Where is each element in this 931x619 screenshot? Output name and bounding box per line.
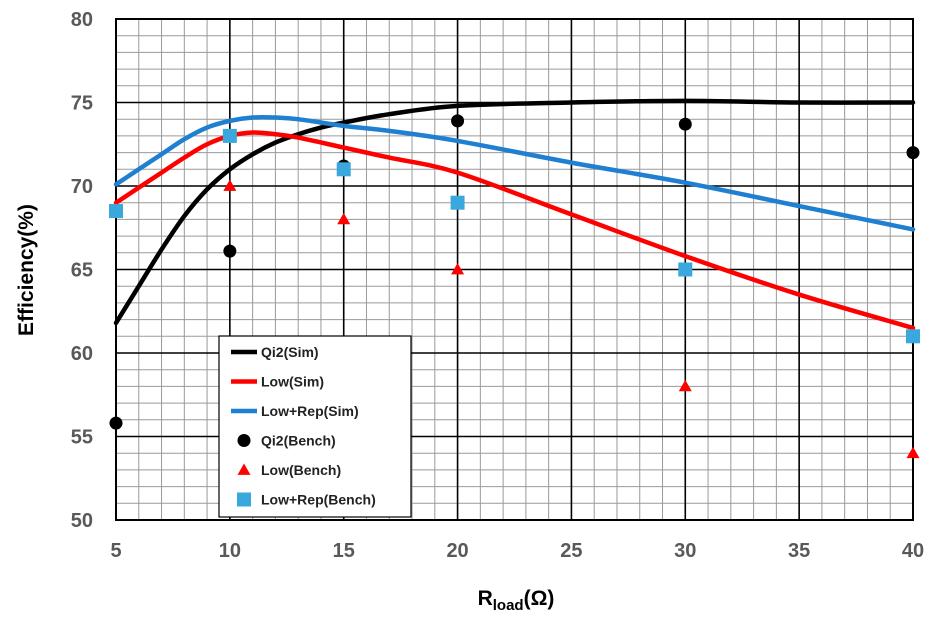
- data-point-qi2-bench: [906, 146, 920, 160]
- data-point-low-rep-bench: [222, 128, 237, 143]
- x-tick-label: 5: [110, 540, 121, 562]
- x-axis-label: Rload(Ω): [478, 587, 555, 614]
- y-tick-label: 55: [71, 427, 93, 449]
- series-line-low-rep-sim: [113, 114, 916, 232]
- y-tick-label: 50: [71, 510, 93, 532]
- x-tick-label: 35: [788, 540, 810, 562]
- legend-label: Qi2(Bench): [261, 433, 336, 449]
- data-point-qi2-bench: [109, 416, 123, 430]
- y-tick-label: 65: [71, 260, 93, 282]
- data-point-low-rep-bench: [678, 262, 693, 277]
- x-tick-labels: 5 10 15 20 25 30 35 40: [110, 540, 924, 562]
- x-tick-label: 15: [333, 540, 355, 562]
- legend: Qi2(Sim) Low(Sim) Low+Rep(Sim) Qi2(Bench) Lo…: [218, 335, 412, 518]
- data-point-low-bench: [678, 379, 692, 392]
- legend-label: Low+Rep(Bench): [261, 492, 376, 508]
- x-axis-label-unit: (Ω): [524, 587, 555, 610]
- y-tick-label: 60: [71, 343, 93, 365]
- legend-label: Low(Sim): [261, 374, 324, 390]
- data-point-qi2-bench: [451, 114, 465, 128]
- legend-label: Low+Rep(Sim): [261, 403, 359, 419]
- data-point-low-bench: [337, 212, 351, 225]
- data-point-qi2-bench: [678, 117, 692, 131]
- data-point-low-bench: [451, 263, 465, 275]
- x-tick-label: 40: [902, 540, 924, 562]
- y-tick-label: 75: [71, 93, 93, 115]
- x-axis-label-sub: load: [493, 597, 524, 614]
- series-line-low-sim: [113, 130, 916, 331]
- series-line-qi2-sim: [113, 98, 916, 326]
- legend-marker-low-rep-bench: [237, 492, 251, 507]
- x-tick-label: 25: [560, 540, 582, 562]
- legend-marker-qi2-bench: [237, 434, 251, 447]
- legend-label: Qi2(Sim): [261, 344, 319, 360]
- legend-label: Low(Bench): [261, 462, 341, 478]
- legend-marker-low-bench: [237, 463, 251, 475]
- x-axis-label-main: R: [478, 587, 493, 610]
- y-tick-label: 70: [71, 176, 93, 198]
- data-point-low-bench: [906, 446, 920, 459]
- y-tick-label: 80: [71, 9, 93, 31]
- data-point-qi2-bench: [223, 244, 237, 258]
- y-axis-label: Efficiency(%): [15, 204, 38, 336]
- series-lines: [113, 98, 916, 331]
- y-tick-labels: 50 55 60 65 70 75 80: [71, 9, 93, 532]
- data-point-low-rep-bench: [109, 204, 123, 219]
- x-tick-label: 20: [446, 540, 468, 562]
- series-markers: [109, 114, 920, 459]
- plot-frame: [115, 18, 914, 521]
- x-tick-label: 30: [674, 540, 696, 562]
- data-point-low-rep-bench: [906, 329, 920, 344]
- data-point-low-bench: [223, 179, 237, 191]
- x-tick-label: 10: [219, 540, 241, 562]
- legend-box: [218, 335, 412, 518]
- data-point-low-rep-bench: [450, 195, 465, 210]
- data-point-low-rep-bench: [336, 162, 351, 177]
